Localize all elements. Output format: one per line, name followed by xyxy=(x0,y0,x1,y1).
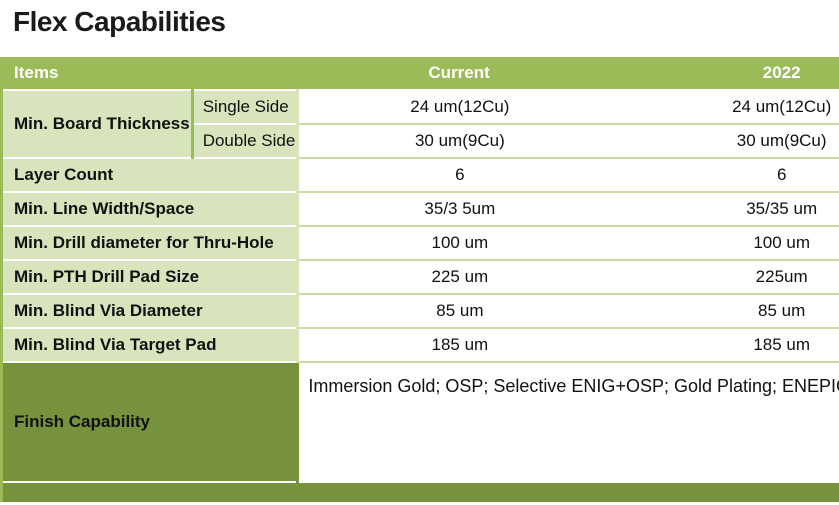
row-label: Min. Blind Via Diameter xyxy=(0,293,299,329)
table-row-finish-capability: Finish Capability Immersion Gold; OSP; S… xyxy=(0,361,839,482)
table-row-layer-count: Layer Count 6 6 6 xyxy=(0,157,839,193)
bottom-green-bar xyxy=(1,481,839,502)
cell-2022: 85 um xyxy=(620,293,839,329)
row-label: Min. Blind Via Target Pad xyxy=(0,327,299,363)
table-header-row: Items Current 2022 2023 xyxy=(1,57,839,91)
table-row-blind-via-diameter: Min. Blind Via Diameter 85 um 85 um 75 u… xyxy=(0,293,839,329)
row-label: Min. Drill diameter for Thru-Hole xyxy=(0,225,299,261)
cell-2022: 100 um xyxy=(620,225,839,261)
table-row-drill-diameter: Min. Drill diameter for Thru-Hole 100 um… xyxy=(0,225,839,261)
column-header-current: Current xyxy=(297,57,621,91)
table-row-line-width-space: Min. Line Width/Space 35/3 5um 35/35 um … xyxy=(0,191,839,227)
cell-current: 85 um xyxy=(296,293,621,329)
cell-current: 6 xyxy=(296,157,621,193)
cell-current: 185 um xyxy=(296,327,621,363)
table-bottom-bar xyxy=(1,481,839,502)
row-label-finish-capability: Finish Capability xyxy=(0,361,299,482)
flex-capabilities-table: Items Current 2022 2023 Min. Board Thick… xyxy=(0,57,839,502)
cell-2022: 6 xyxy=(620,157,839,193)
cell-2022: 225um xyxy=(620,259,839,295)
row-label: Min. PTH Drill Pad Size xyxy=(0,259,299,295)
sub-label-double-side: Double Side xyxy=(190,123,299,159)
cell-2022: 24 um(12Cu) xyxy=(620,89,839,125)
cell-current: 100 um xyxy=(296,225,621,261)
cell-finish-capability-value: Immersion Gold; OSP; Selective ENIG+OSP;… xyxy=(296,361,839,482)
cell-current: 225 um xyxy=(296,259,621,295)
cell-current: 24 um(12Cu) xyxy=(296,89,621,125)
cell-2022: 30 um(9Cu) xyxy=(620,123,839,159)
cell-current: 35/3 5um xyxy=(296,191,621,227)
cell-2022: 35/35 um xyxy=(620,191,839,227)
page-title: Flex Capabilities xyxy=(13,6,226,37)
row-label: Min. Line Width/Space xyxy=(0,191,299,227)
table-row-blind-via-target-pad: Min. Blind Via Target Pad 185 um 185 um … xyxy=(0,327,839,363)
cell-2022: 185 um xyxy=(620,327,839,363)
table-row-pth-drill-pad: Min. PTH Drill Pad Size 225 um 225um 200… xyxy=(0,259,839,295)
column-header-items: Items xyxy=(1,57,298,91)
column-header-2022: 2022 xyxy=(620,57,839,91)
table-row-board-thickness-double: Double Side 30 um(9Cu) 30 um(9Cu) 27 um(… xyxy=(2,123,839,159)
row-label-board-thickness: Min. Board Thickness xyxy=(0,89,194,159)
sub-label-single-side: Single Side xyxy=(190,89,299,125)
row-label: Layer Count xyxy=(0,157,299,193)
cell-current: 30 um(9Cu) xyxy=(296,123,621,159)
table-row-board-thickness-single: Min. Board Thickness Single Side 24 um(1… xyxy=(0,89,839,159)
